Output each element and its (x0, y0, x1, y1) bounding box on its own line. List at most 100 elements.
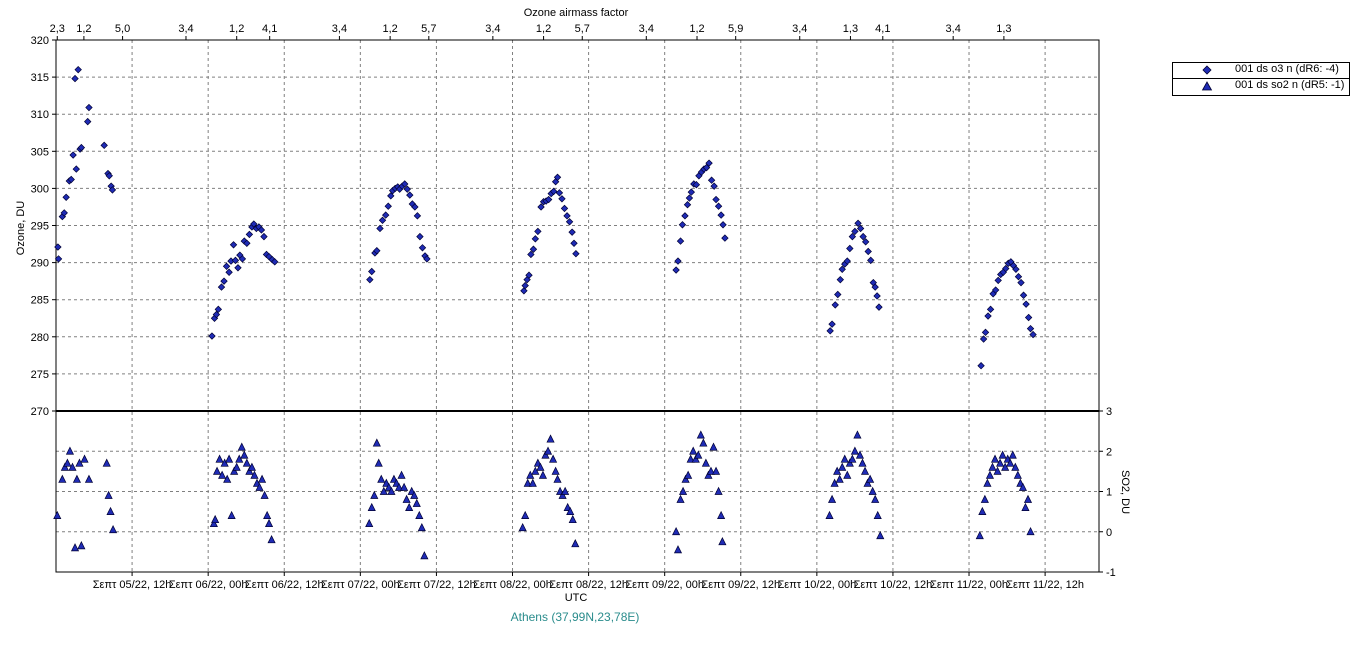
ozone-point (1026, 324, 1035, 333)
so2-point (72, 474, 81, 483)
so2-point (673, 545, 683, 554)
top-tick-label: 3,4 (946, 23, 961, 35)
top-tick-label: 3,4 (332, 23, 347, 35)
ozone-point (529, 245, 538, 253)
x-tick-label: Σεπτ 08/22, 12h (549, 579, 628, 591)
ozone-point (229, 241, 238, 249)
ozone-point (54, 255, 63, 263)
y-tick-label-so2: -1 (1106, 567, 1116, 579)
ozone-point (406, 191, 414, 199)
ozone-point (74, 65, 82, 74)
y-tick-label-ozone: 300 (31, 183, 49, 195)
ozone-point (250, 220, 258, 228)
legend-label-so2: 001 ds so2 n (dR5: -1) (1235, 79, 1345, 91)
ozone-point (851, 227, 859, 236)
ozone-point (108, 186, 117, 194)
top-tick-label: 1,2 (382, 23, 397, 35)
so2-point (528, 478, 537, 487)
so2-point (257, 474, 267, 483)
so2-point (568, 514, 577, 524)
so2-point (871, 494, 880, 503)
ozone-point (1002, 264, 1010, 273)
so2-point (561, 486, 570, 495)
axes (52, 36, 1103, 576)
so2-point (235, 454, 244, 463)
so2-point (84, 474, 94, 483)
ozone-point (1012, 265, 1020, 273)
ozone-point (558, 195, 566, 203)
ozone-point (846, 244, 854, 253)
so2-point (242, 458, 251, 467)
so2-point (104, 490, 113, 499)
so2-point (415, 510, 424, 520)
ozone-point (77, 143, 86, 152)
so2-point (227, 510, 236, 520)
ozone-point (520, 287, 528, 295)
ozone-point (560, 204, 569, 213)
ozone-point (1014, 273, 1023, 281)
so2-point (694, 450, 703, 459)
legend-divider (1173, 78, 1349, 79)
chart-subtitle: Athens (37,99N,23,78E) (510, 610, 640, 624)
ozone-point (687, 188, 696, 196)
x-tick-label: Σεπτ 11/22, 00h (930, 579, 1008, 591)
ozone-point (984, 312, 992, 320)
so2-point (212, 466, 222, 475)
so2-point (838, 462, 847, 471)
so2-point (70, 543, 80, 552)
so2-point (835, 474, 844, 483)
ozone-point (214, 305, 223, 314)
ozone-point (871, 283, 879, 291)
ozone-point (568, 228, 576, 236)
ozone-point (531, 235, 540, 243)
y-tick-label-ozone: 320 (31, 35, 49, 47)
so2-point (551, 466, 560, 475)
so2-point (68, 462, 77, 471)
ozone-point (217, 283, 226, 291)
so2-point (990, 454, 1000, 463)
legend-item-so2[interactable]: 001 ds so2 n (dR5: -1) (1173, 79, 1349, 94)
so2-point (863, 478, 872, 487)
so2-point (77, 541, 86, 550)
ozone-point (710, 182, 718, 190)
so2-point (843, 470, 852, 479)
ozone-point (534, 227, 542, 236)
ozone-point (859, 232, 867, 241)
ozone-point (836, 275, 845, 284)
x-tick-label: Σεπτ 10/22, 00h (778, 579, 857, 591)
top-tick-label: 5,7 (421, 23, 436, 35)
ozone-point (271, 258, 279, 266)
so2-point (417, 522, 426, 532)
so2-point (370, 490, 379, 499)
so2-point (230, 466, 239, 475)
so2-point (237, 442, 246, 451)
y-axis-label-ozone: Ozone, DU (15, 201, 27, 255)
so2-point (848, 454, 857, 463)
ozone-point (387, 192, 395, 200)
x-tick-label: Σεπτ 06/22, 00h (169, 579, 248, 591)
so2-point (998, 450, 1007, 459)
ozone-point (856, 224, 865, 233)
legend-item-o3[interactable]: 001 ds o3 n (dR6: -4) (1173, 63, 1349, 78)
ozone-point (1024, 313, 1033, 322)
top-tick-label: 1,2 (229, 23, 244, 35)
ozone-point (685, 194, 694, 202)
so2-point (223, 474, 232, 483)
ozone-point (105, 172, 113, 180)
y-tick-label-so2: 3 (1106, 406, 1112, 418)
ozone-point (864, 247, 872, 256)
ozone-point (676, 237, 685, 245)
so2-point (523, 478, 532, 487)
ozone-point (828, 320, 836, 328)
ozone-point (376, 224, 384, 233)
x-tick-label: Σεπτ 09/22, 00h (625, 579, 704, 591)
so2-point (1026, 526, 1035, 536)
ozone-point (826, 327, 834, 335)
so2-point (672, 526, 681, 536)
top-tick-label: 1,3 (996, 23, 1011, 35)
so2-point (263, 510, 272, 520)
ozone-point (1017, 278, 1025, 287)
so2-point (267, 535, 276, 544)
so2-point (1011, 462, 1020, 471)
so2-point (1023, 494, 1033, 503)
